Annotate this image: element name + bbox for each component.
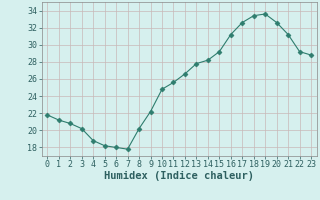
X-axis label: Humidex (Indice chaleur): Humidex (Indice chaleur) bbox=[104, 171, 254, 181]
